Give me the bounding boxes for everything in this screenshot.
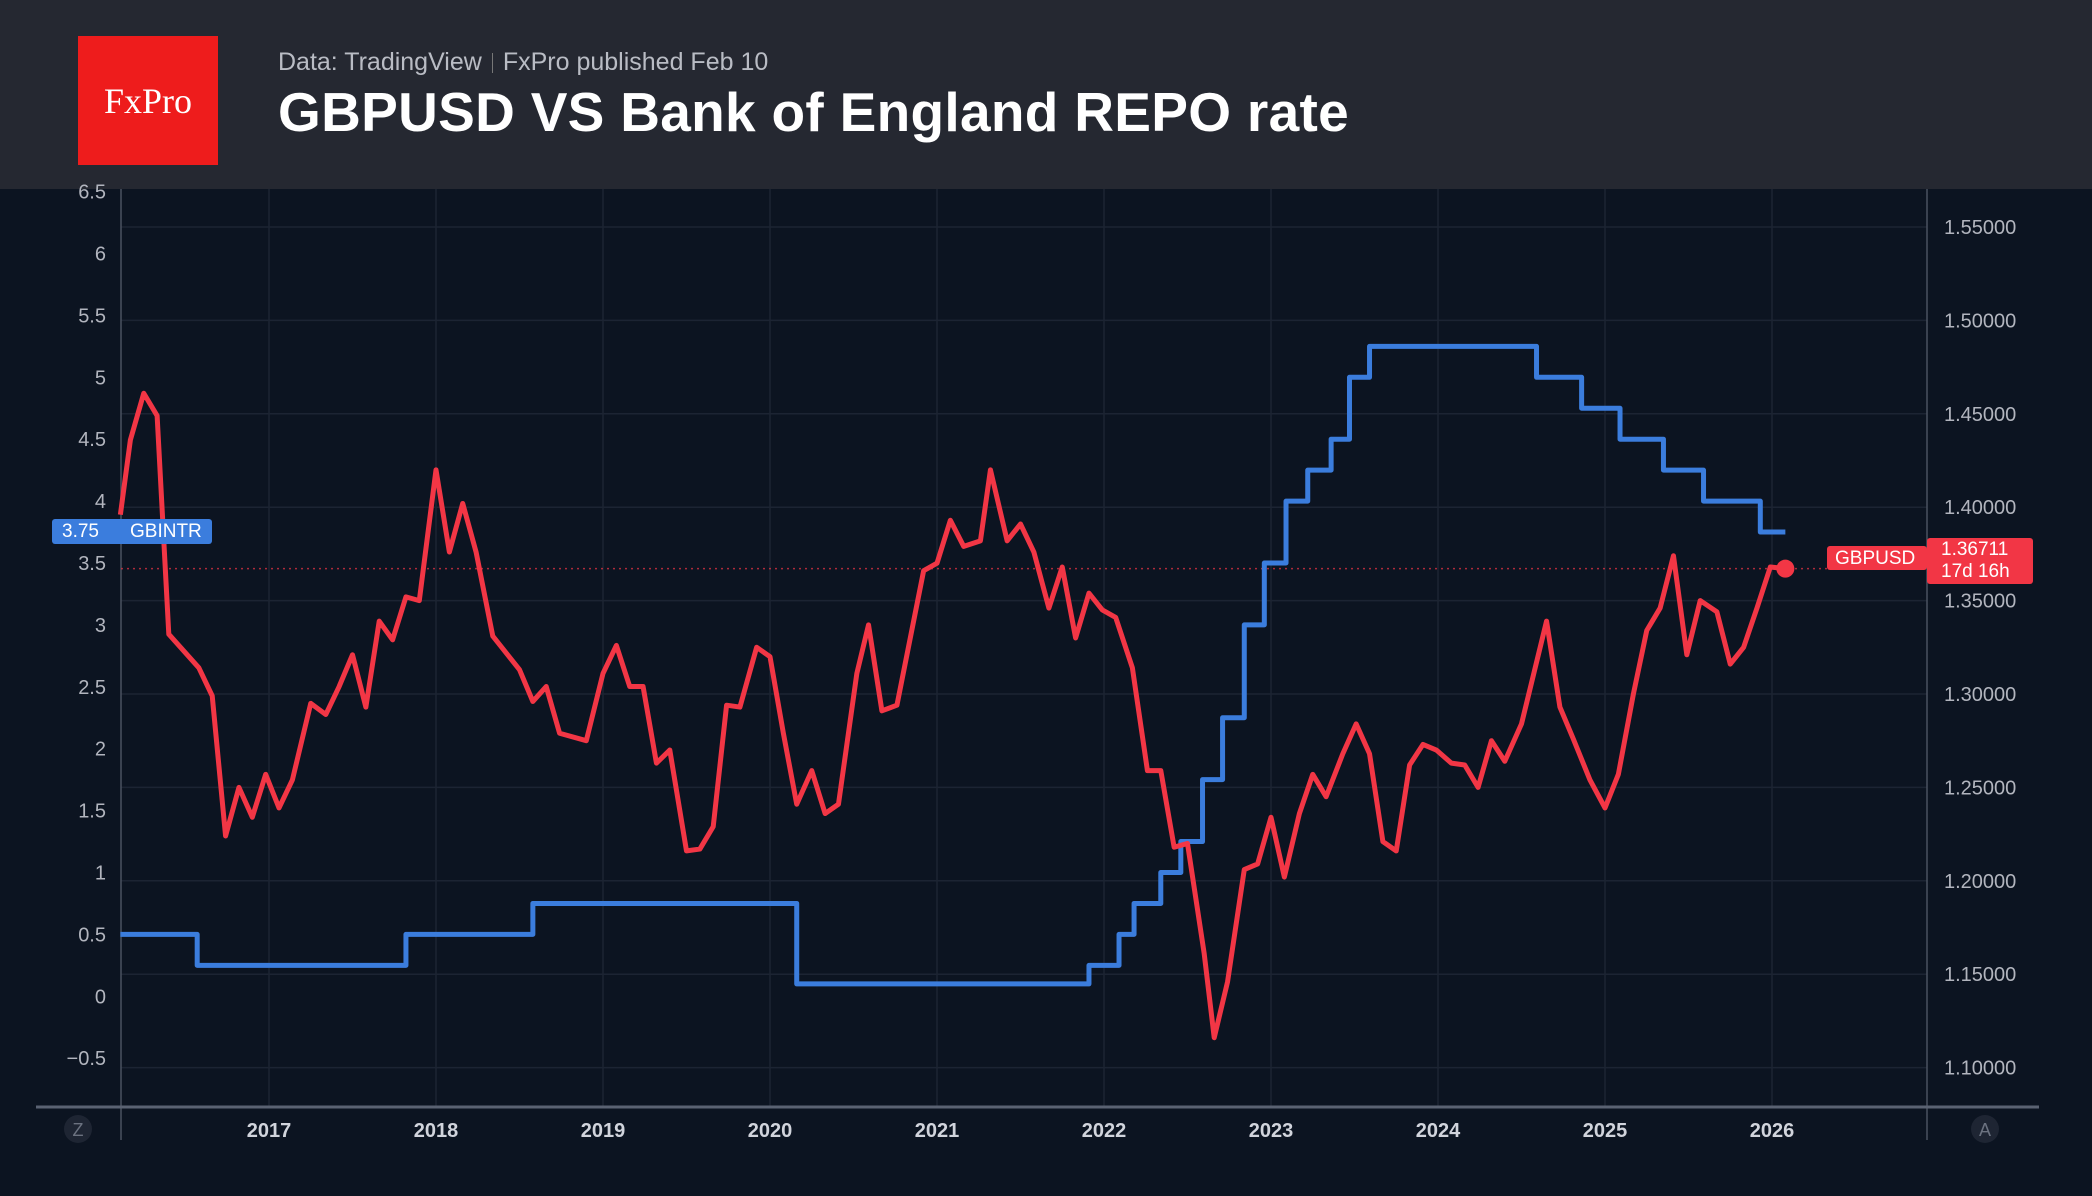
header: FxPro Data: TradingView FxPro published F… — [0, 0, 2092, 189]
right-tick-label: 1.50000 — [1944, 310, 2016, 332]
x-tick-label: 2024 — [1416, 1120, 1461, 1142]
published-date: FxPro published Feb 10 — [502, 48, 769, 76]
logo-text: FxPro — [103, 80, 193, 121]
right-tick-label: 1.15000 — [1944, 964, 2016, 986]
left-tick-label: 3.5 — [78, 553, 106, 575]
left-tick-label: 6 — [95, 244, 106, 266]
left-tick-label: 6.5 — [78, 182, 106, 204]
right-tick-label: 1.20000 — [1944, 871, 2016, 893]
left-tick-label: 1.5 — [78, 801, 106, 823]
left-tick-label: 2 — [95, 739, 106, 761]
right-tick-label: 1.35000 — [1944, 591, 2016, 613]
left-tick-label: 1 — [95, 863, 106, 885]
left-tick-label: 0.5 — [78, 924, 106, 946]
x-tick-label: 2021 — [915, 1120, 960, 1142]
left-tick-label: 5.5 — [78, 305, 106, 327]
gbintr-name: GBINTR — [130, 521, 202, 542]
data-source: Data: TradingView — [278, 48, 482, 76]
axis-auto-button[interactable] — [1971, 1115, 1999, 1143]
page-title: GBPUSD VS Bank of England REPO rate — [278, 81, 1349, 143]
series-line-gbpusd — [117, 390, 1786, 1041]
right-tick-label: 1.30000 — [1944, 684, 2016, 706]
left-tick-label: 5 — [95, 367, 106, 389]
gbpusd-countdown: 17d 16h — [1941, 561, 2010, 582]
left-tick-label: 2.5 — [78, 677, 106, 699]
right-tick-label: 1.25000 — [1944, 777, 2016, 799]
gbintr-label: 3.75 GBINTR — [52, 519, 212, 544]
x-tick-label: 2026 — [1750, 1120, 1795, 1142]
x-tick-label: 2019 — [581, 1120, 626, 1142]
gbintr-value: 3.75 — [62, 521, 99, 542]
gbpusd-label: GBPUSD 1.36711 17d 16h — [1827, 538, 2033, 584]
axis-zoom-button[interactable] — [64, 1115, 92, 1143]
x-tick-label: 2023 — [1249, 1120, 1294, 1142]
series-line-gbintr — [120, 343, 1786, 987]
fxpro-logo: FxPro — [78, 36, 218, 165]
x-tick-label: 2020 — [748, 1120, 793, 1142]
axis-zoom-button-label: Z — [73, 1120, 84, 1140]
gbpusd-name: GBPUSD — [1835, 548, 1916, 569]
left-tick-label: −0.5 — [67, 1048, 106, 1070]
right-tick-label: 1.45000 — [1944, 404, 2016, 426]
x-tick-label: 2022 — [1082, 1120, 1127, 1142]
last-price-dot — [1776, 559, 1795, 578]
left-tick-label: 4.5 — [78, 429, 106, 451]
right-tick-label: 1.55000 — [1944, 217, 2016, 239]
right-tick-label: 1.10000 — [1944, 1058, 2016, 1080]
separator — [491, 53, 493, 74]
x-tick-label: 2017 — [247, 1120, 292, 1142]
left-tick-label: 4 — [95, 491, 106, 513]
x-tick-label: 2018 — [414, 1120, 459, 1142]
x-tick-label: 2025 — [1583, 1120, 1628, 1142]
left-tick-label: 3 — [95, 615, 106, 637]
right-tick-label: 1.40000 — [1944, 497, 2016, 519]
axis-auto-button-label: A — [1979, 1120, 1991, 1140]
subtitle: Data: TradingView FxPro published Feb 10 — [278, 48, 768, 77]
gbpusd-value: 1.36711 — [1941, 539, 2009, 560]
left-tick-label: 0 — [95, 986, 106, 1008]
